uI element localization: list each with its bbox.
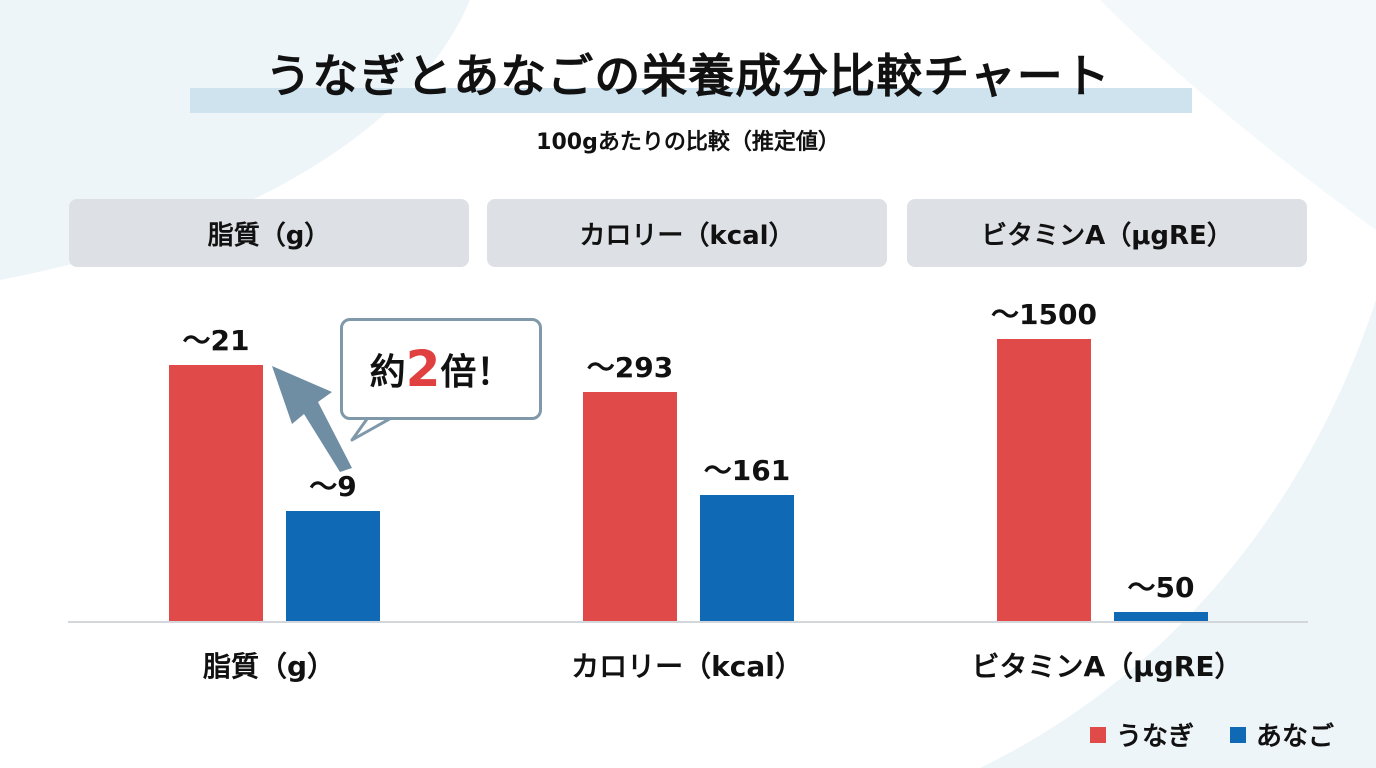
legend-swatch-anago bbox=[1229, 726, 1246, 743]
bar-calorie-anago bbox=[700, 495, 794, 621]
legend: うなぎ あなご bbox=[1089, 716, 1334, 753]
legend-label-unagi: うなぎ bbox=[1115, 722, 1194, 752]
category-label-vitamin-a: ビタミンA（μgRE） bbox=[971, 650, 1243, 683]
chart-subtitle: 100gあたりの比較（推定値） bbox=[536, 130, 840, 155]
title-highlight bbox=[190, 88, 1192, 113]
callout-number: 2 bbox=[405, 340, 441, 398]
callout-text: 約 bbox=[369, 352, 406, 393]
value-label: 〜161 bbox=[703, 454, 791, 488]
chart-title: うなぎとあなごの栄養成分比較チャート bbox=[265, 49, 1111, 103]
legend-label-anago: あなご bbox=[1255, 722, 1334, 752]
panel-header-fat: 脂質（g） bbox=[69, 199, 469, 267]
bar-calorie-unagi bbox=[583, 392, 677, 621]
category-label-fat: 脂質（g） bbox=[202, 650, 336, 683]
callout-text: 倍！ bbox=[440, 352, 513, 393]
background-shape bbox=[1100, 0, 1376, 230]
panel-header-calorie: カロリー（kcal） bbox=[487, 199, 887, 267]
value-label: 〜293 bbox=[586, 351, 674, 385]
arrow-icon bbox=[272, 366, 352, 472]
value-label: 〜50 bbox=[1127, 570, 1195, 604]
value-label: 〜9 bbox=[309, 470, 357, 504]
bar-fat-unagi bbox=[169, 364, 263, 621]
legend-swatch-unagi bbox=[1089, 726, 1106, 743]
panel-header-vitamin-a: ビタミンA（μgRE） bbox=[907, 199, 1307, 267]
value-label: 〜1500 bbox=[991, 298, 1097, 332]
callout-bubble: 約 2 倍！ bbox=[340, 318, 542, 420]
category-label-calorie: カロリー（kcal） bbox=[571, 650, 803, 683]
bar-vitamin-a-unagi bbox=[997, 339, 1091, 621]
bar-vitamin-a-anago bbox=[1114, 611, 1208, 621]
bar-fat-anago bbox=[286, 511, 380, 621]
x-axis-baseline bbox=[68, 621, 1308, 623]
background-shape bbox=[980, 300, 1376, 768]
value-label: 〜21 bbox=[182, 323, 250, 357]
